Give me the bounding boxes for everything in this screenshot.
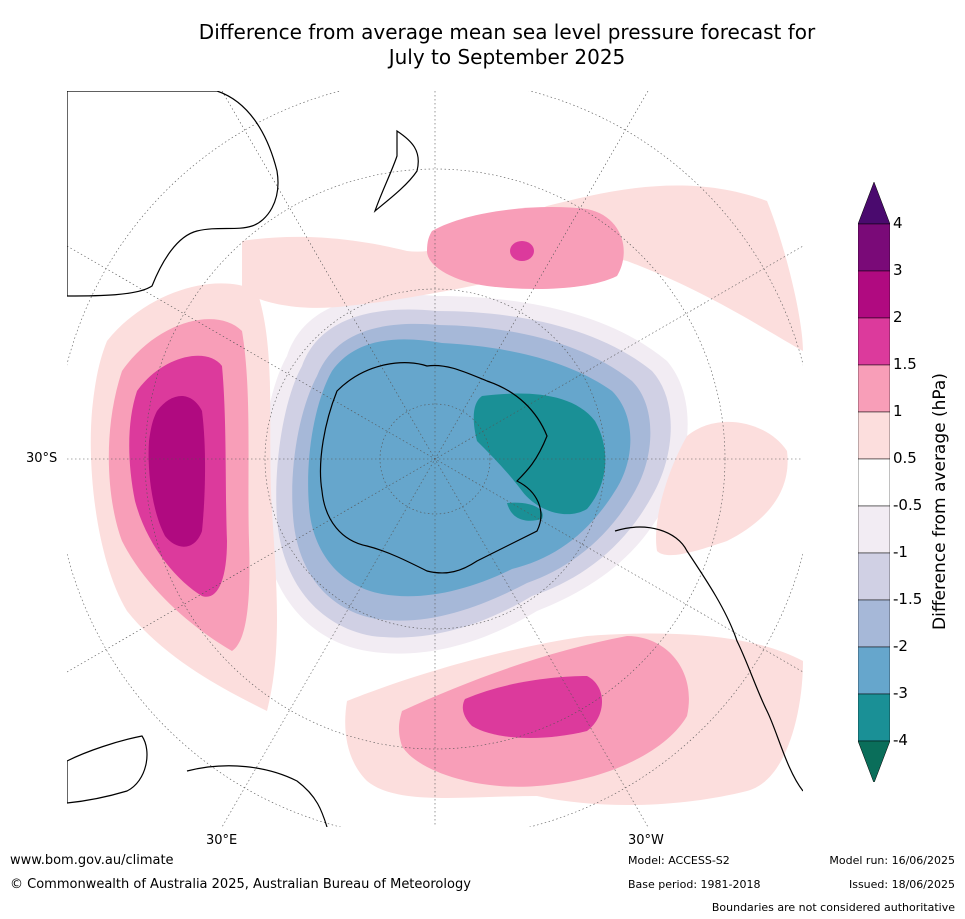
negative-anomaly-region <box>260 294 688 654</box>
positive-anomaly-region-south <box>345 633 803 806</box>
colorbar-segment <box>858 599 890 648</box>
colorbar-tick-label: -1 <box>893 543 908 561</box>
chart-title: Difference from average mean sea level p… <box>0 20 965 70</box>
colorbar-segment <box>858 552 890 601</box>
footer-issued: Issued: 18/06/2025 <box>848 878 955 891</box>
colorbar-segment <box>858 270 890 319</box>
map-graticule <box>67 91 803 827</box>
longitude-label-30w: 30°W <box>628 833 664 848</box>
colorbar-tick-label: 4 <box>893 214 903 232</box>
positive-anomaly-region-north <box>427 207 624 289</box>
colorbar-segment <box>858 693 890 742</box>
title-line-2: July to September 2025 <box>388 45 626 69</box>
footer-model: Model: ACCESS-S2 <box>628 854 730 867</box>
colorbar-segment <box>858 505 890 554</box>
footer-copyright: © Commonwealth of Australia 2025, Austra… <box>10 877 471 892</box>
title-line-1: Difference from average mean sea level p… <box>198 20 816 44</box>
colorbar-segment <box>858 411 890 460</box>
colorbar-tick-label: -2 <box>893 637 908 655</box>
colorbar-title: Difference from average (hPa) <box>930 373 950 630</box>
colorbar-tick-label: -1.5 <box>893 590 923 608</box>
footer-model-run: Model run: 16/06/2025 <box>829 854 955 867</box>
coastlines <box>67 91 803 827</box>
pressure-anomaly-map <box>67 91 803 827</box>
colorbar-top-arrow <box>858 182 890 225</box>
colorbar-segment <box>858 646 890 695</box>
colorbar-bottom-arrow <box>858 740 890 782</box>
positive-anomaly-region-east <box>656 421 788 556</box>
australia-coastline <box>67 91 279 297</box>
colorbar-tick-label: 3 <box>893 261 903 279</box>
colorbar-segment <box>858 317 890 366</box>
footer-disclaimer: Boundaries are not considered authoritat… <box>711 901 955 914</box>
colorbar-tick-label: 1 <box>893 402 903 420</box>
colorbar-tick-label: 2 <box>893 308 903 326</box>
colorbar-tick-label: 1.5 <box>893 355 917 373</box>
footer-base-period: Base period: 1981-2018 <box>628 878 761 891</box>
new-zealand-coastline <box>373 129 419 213</box>
south-america-coastline <box>614 526 803 792</box>
antarctica-coastline <box>319 362 548 574</box>
colorbar <box>858 182 890 782</box>
colorbar-segment <box>858 364 890 413</box>
colorbar-tick-label: -0.5 <box>893 496 923 514</box>
colorbar-segment <box>858 458 890 507</box>
africa-coastline <box>67 735 328 827</box>
latitude-label-30s: 30°S <box>26 451 58 466</box>
footer-site[interactable]: www.bom.gov.au/climate <box>10 853 174 868</box>
colorbar-segment <box>858 223 890 272</box>
longitude-label-30e: 30°E <box>206 833 238 848</box>
colorbar-tick-label: 0.5 <box>893 449 917 467</box>
colorbar-tick-label: -4 <box>893 731 908 749</box>
colorbar-tick-label: -3 <box>893 684 908 702</box>
